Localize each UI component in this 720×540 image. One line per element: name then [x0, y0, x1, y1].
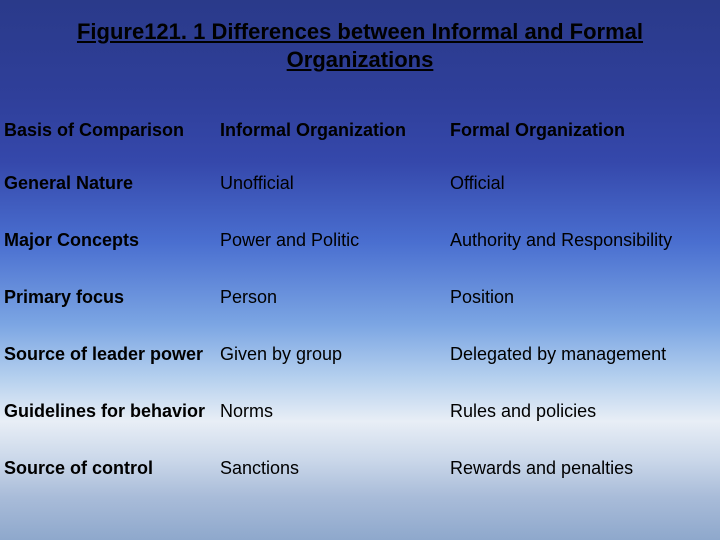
cell-basis: General Nature	[0, 173, 220, 194]
title-line-2: Organizations	[287, 47, 434, 72]
table-row: General Nature Unofficial Official	[0, 173, 720, 194]
cell-informal: Sanctions	[220, 458, 450, 479]
cell-informal: Given by group	[220, 344, 450, 365]
table-header-row: Basis of Comparison Informal Organizatio…	[0, 120, 720, 141]
cell-informal: Person	[220, 287, 450, 308]
cell-informal: Power and Politic	[220, 230, 450, 251]
cell-formal: Rules and policies	[450, 401, 720, 422]
figure-title: Figure121. 1 Differences between Informa…	[0, 0, 720, 73]
cell-formal: Delegated by management	[450, 344, 720, 365]
cell-basis: Source of leader power	[0, 344, 220, 365]
cell-formal: Official	[450, 173, 720, 194]
table-row: Guidelines for behavior Norms Rules and …	[0, 401, 720, 422]
table-row: Source of leader power Given by group De…	[0, 344, 720, 365]
cell-formal: Authority and Responsibility	[450, 230, 720, 251]
cell-informal: Unofficial	[220, 173, 450, 194]
table-row: Primary focus Person Position	[0, 287, 720, 308]
title-line-1: Figure121. 1 Differences between Informa…	[77, 19, 643, 44]
cell-formal: Rewards and penalties	[450, 458, 720, 479]
header-informal: Informal Organization	[220, 120, 450, 141]
table-row: Major Concepts Power and Politic Authori…	[0, 230, 720, 251]
header-formal: Formal Organization	[450, 120, 720, 141]
comparison-table: Basis of Comparison Informal Organizatio…	[0, 120, 720, 515]
cell-basis: Primary focus	[0, 287, 220, 308]
cell-informal: Norms	[220, 401, 450, 422]
cell-basis: Major Concepts	[0, 230, 220, 251]
cell-basis: Source of control	[0, 458, 220, 479]
cell-formal: Position	[450, 287, 720, 308]
cell-basis: Guidelines for behavior	[0, 401, 220, 422]
table-row: Source of control Sanctions Rewards and …	[0, 458, 720, 479]
header-basis: Basis of Comparison	[0, 120, 220, 141]
